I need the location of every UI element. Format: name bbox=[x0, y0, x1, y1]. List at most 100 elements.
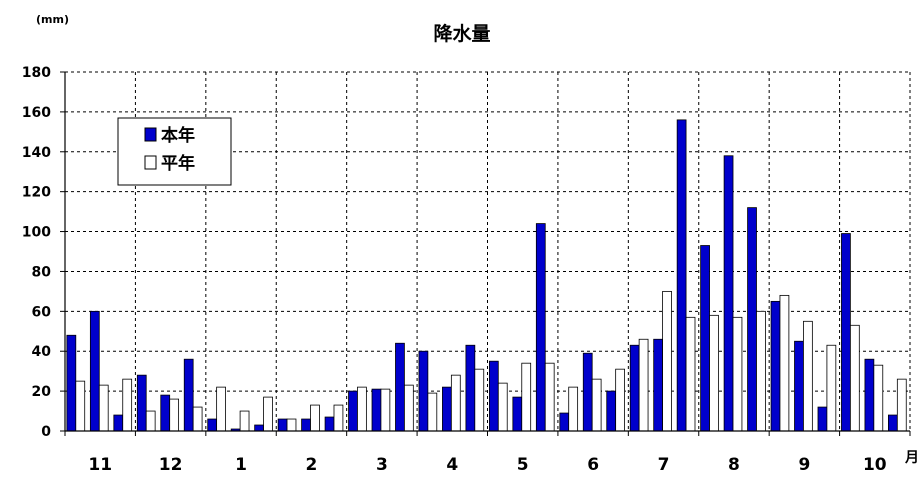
bar-this-year bbox=[888, 415, 897, 431]
bar-this-year bbox=[795, 341, 804, 431]
bar-normal-year bbox=[686, 317, 695, 431]
bar-normal-year bbox=[897, 379, 906, 431]
bar-this-year bbox=[630, 345, 639, 431]
bar-this-year bbox=[302, 419, 311, 431]
bar-normal-year bbox=[451, 375, 460, 431]
legend-swatch bbox=[145, 156, 156, 169]
y-tick-label: 120 bbox=[22, 185, 51, 201]
bar-this-year bbox=[67, 335, 76, 431]
bar-normal-year bbox=[264, 397, 273, 431]
bar-this-year bbox=[349, 391, 358, 431]
bar-this-year bbox=[724, 156, 733, 431]
bar-normal-year bbox=[756, 311, 765, 431]
bar-normal-year bbox=[217, 387, 226, 431]
x-tick-label: 9 bbox=[798, 455, 810, 475]
bar-this-year bbox=[255, 425, 264, 431]
x-tick-label: 10 bbox=[863, 455, 887, 475]
bar-this-year bbox=[208, 419, 217, 431]
bar-this-year bbox=[184, 359, 193, 431]
bar-normal-year bbox=[639, 339, 648, 431]
x-tick-label: 11 bbox=[88, 455, 112, 475]
x-tick-label: 1 bbox=[235, 455, 247, 475]
bar-normal-year bbox=[592, 379, 601, 431]
x-tick-label: 4 bbox=[446, 455, 458, 475]
bar-this-year bbox=[607, 391, 616, 431]
bar-this-year bbox=[395, 343, 404, 431]
x-tick-label: 8 bbox=[728, 455, 740, 475]
bar-normal-year bbox=[123, 379, 132, 431]
bar-this-year bbox=[442, 387, 451, 431]
y-tick-label: 60 bbox=[32, 304, 52, 320]
bar-this-year bbox=[818, 407, 827, 431]
bar-normal-year bbox=[827, 345, 836, 431]
x-tick-label: 6 bbox=[587, 455, 599, 475]
y-axis-unit-label: (mm) bbox=[36, 13, 69, 26]
bar-normal-year bbox=[193, 407, 202, 431]
bar-normal-year bbox=[381, 389, 390, 431]
bar-normal-year bbox=[357, 387, 366, 431]
bar-normal-year bbox=[498, 383, 507, 431]
legend-label: 平年 bbox=[161, 153, 195, 174]
bar-this-year bbox=[841, 234, 850, 431]
bar-this-year bbox=[654, 339, 663, 431]
bar-this-year bbox=[90, 311, 99, 431]
legend-swatch bbox=[145, 128, 156, 141]
bar-normal-year bbox=[545, 363, 554, 431]
y-tick-label: 100 bbox=[22, 225, 51, 241]
bar-normal-year bbox=[99, 385, 108, 431]
y-tick-label: 140 bbox=[22, 145, 51, 161]
bar-normal-year bbox=[287, 419, 296, 431]
bar-normal-year bbox=[616, 369, 625, 431]
x-tick-label: 5 bbox=[517, 455, 529, 475]
bar-this-year bbox=[771, 301, 780, 431]
y-tick-label: 40 bbox=[32, 344, 52, 360]
bar-this-year bbox=[419, 351, 428, 431]
chart-title: 降水量 bbox=[433, 22, 490, 45]
bar-normal-year bbox=[874, 365, 883, 431]
bar-this-year bbox=[865, 359, 874, 431]
bar-normal-year bbox=[780, 295, 789, 431]
bar-normal-year bbox=[522, 363, 531, 431]
x-tick-label: 7 bbox=[658, 455, 670, 475]
bar-this-year bbox=[536, 224, 545, 431]
bar-normal-year bbox=[404, 385, 413, 431]
bar-normal-year bbox=[240, 411, 249, 431]
bar-this-year bbox=[278, 419, 287, 431]
bar-normal-year bbox=[334, 405, 343, 431]
bar-this-year bbox=[513, 397, 522, 431]
bar-normal-year bbox=[663, 291, 672, 431]
bar-normal-year bbox=[710, 315, 719, 431]
bar-normal-year bbox=[850, 325, 859, 431]
bar-this-year bbox=[372, 389, 381, 431]
x-axis-unit-label: 月 bbox=[904, 450, 919, 466]
y-tick-label: 180 bbox=[22, 65, 51, 81]
bar-this-year bbox=[701, 246, 710, 431]
bar-this-year bbox=[677, 120, 686, 431]
bar-normal-year bbox=[569, 387, 578, 431]
y-tick-label: 80 bbox=[32, 264, 52, 280]
bar-this-year bbox=[489, 361, 498, 431]
bar-this-year bbox=[560, 413, 569, 431]
bar-normal-year bbox=[803, 321, 812, 431]
bar-normal-year bbox=[733, 317, 742, 431]
y-tick-label: 0 bbox=[41, 424, 51, 440]
bar-normal-year bbox=[428, 393, 437, 431]
y-tick-label: 160 bbox=[22, 105, 51, 121]
bar-normal-year bbox=[170, 399, 179, 431]
bar-normal-year bbox=[76, 381, 85, 431]
legend-label: 本年 bbox=[161, 125, 195, 146]
bar-this-year bbox=[161, 395, 170, 431]
bar-normal-year bbox=[311, 405, 320, 431]
bar-this-year bbox=[137, 375, 146, 431]
bar-this-year bbox=[748, 208, 757, 431]
x-tick-label: 2 bbox=[306, 455, 318, 475]
bar-this-year bbox=[583, 353, 592, 431]
bar-this-year bbox=[114, 415, 123, 431]
x-tick-label: 3 bbox=[376, 455, 388, 475]
bar-this-year bbox=[325, 417, 334, 431]
bar-normal-year bbox=[146, 411, 155, 431]
y-tick-label: 20 bbox=[32, 384, 52, 400]
